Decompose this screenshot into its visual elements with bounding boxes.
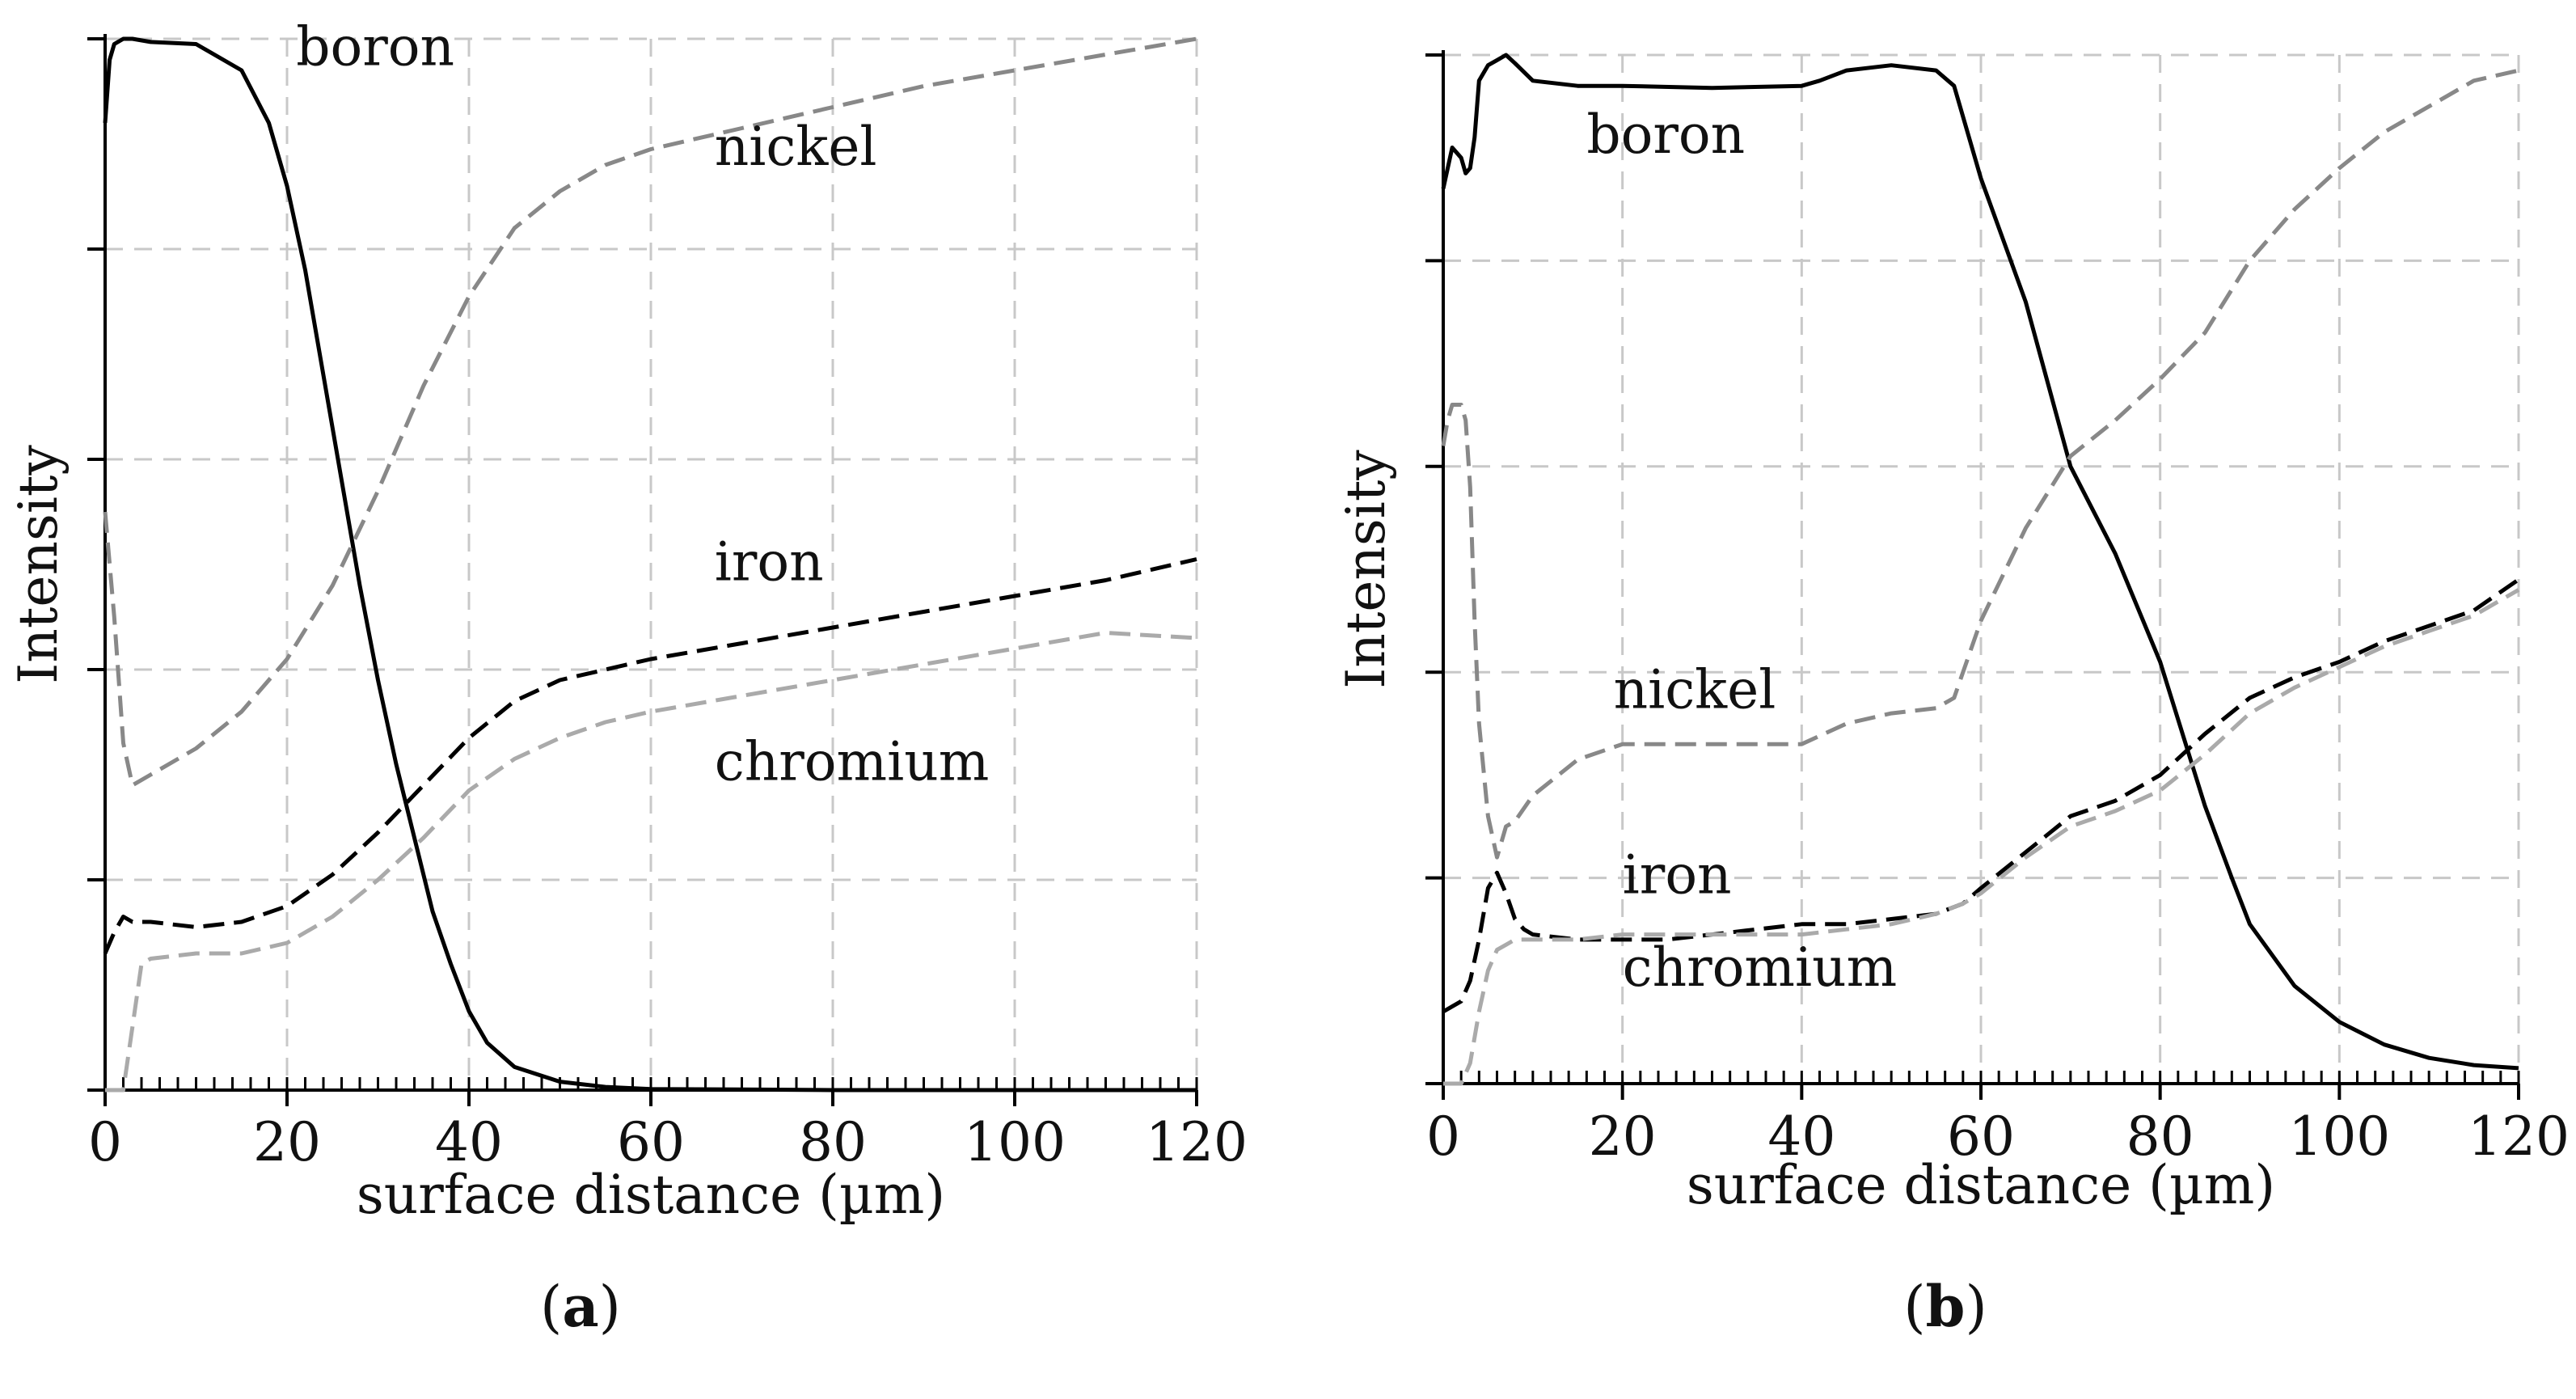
panel-b: 0 20 40 60 80 100 120 surface distance (µm) Inte…: [1335, 50, 2570, 1216]
series-label-nickel: nickel: [1614, 659, 1776, 721]
panel-a: 0 20 40 60 80 100 120 surface distance (µm) Inte…: [7, 16, 1248, 1227]
x-tick-label: 0: [1426, 1105, 1460, 1168]
gridlines: [1443, 53, 2520, 1084]
series-label-iron: iron: [1623, 844, 1732, 907]
x-tick-label: 20: [253, 1111, 321, 1173]
x-tick-label: 60: [1947, 1105, 2015, 1168]
series-line-boron: [103, 36, 1197, 1093]
series-label-boron: boron: [296, 16, 454, 78]
series-line-nickel: [1441, 68, 2519, 860]
series-line-nickel: [103, 36, 1197, 788]
y-axis-title: Intensity: [7, 445, 70, 684]
series-line-chromium: [1443, 588, 2520, 1086]
series-label-nickel: nickel: [715, 116, 877, 178]
panel-b-caption: (b): [1903, 1273, 1987, 1340]
y-axis-title: Intensity: [1335, 450, 1397, 689]
panel-a-caption: (a): [540, 1273, 621, 1340]
series-line-chromium: [105, 631, 1197, 1093]
x-tick-label: 80: [2126, 1105, 2194, 1168]
x-tick-label: 20: [1589, 1105, 1657, 1168]
axes: [1425, 50, 2520, 1100]
series-label-chromium: chromium: [715, 731, 990, 793]
series-label-boron: boron: [1586, 104, 1745, 166]
x-tick-label: 100: [964, 1111, 1066, 1173]
x-tick-label: 40: [435, 1111, 503, 1173]
x-tick-label: 80: [799, 1111, 867, 1173]
x-axis-title: surface distance (µm): [357, 1164, 945, 1226]
x-tick-label: 0: [88, 1111, 122, 1173]
gridlines: [105, 37, 1198, 1090]
x-tick-label: 120: [2468, 1105, 2570, 1168]
x-tick-label: 40: [1767, 1105, 1835, 1168]
series-line-boron: [1441, 53, 2519, 1071]
axes: [87, 34, 1198, 1106]
series-label-iron: iron: [715, 531, 824, 594]
x-tick-label: 120: [1146, 1111, 1248, 1173]
series-label-chromium: chromium: [1623, 936, 1898, 999]
x-tick-label: 100: [2288, 1105, 2390, 1168]
x-axis-title: surface distance (µm): [1687, 1154, 2275, 1216]
x-tick-label: 60: [617, 1111, 685, 1173]
x-minor-ticks: [1442, 1071, 2520, 1084]
x-minor-ticks: [103, 1077, 1198, 1090]
